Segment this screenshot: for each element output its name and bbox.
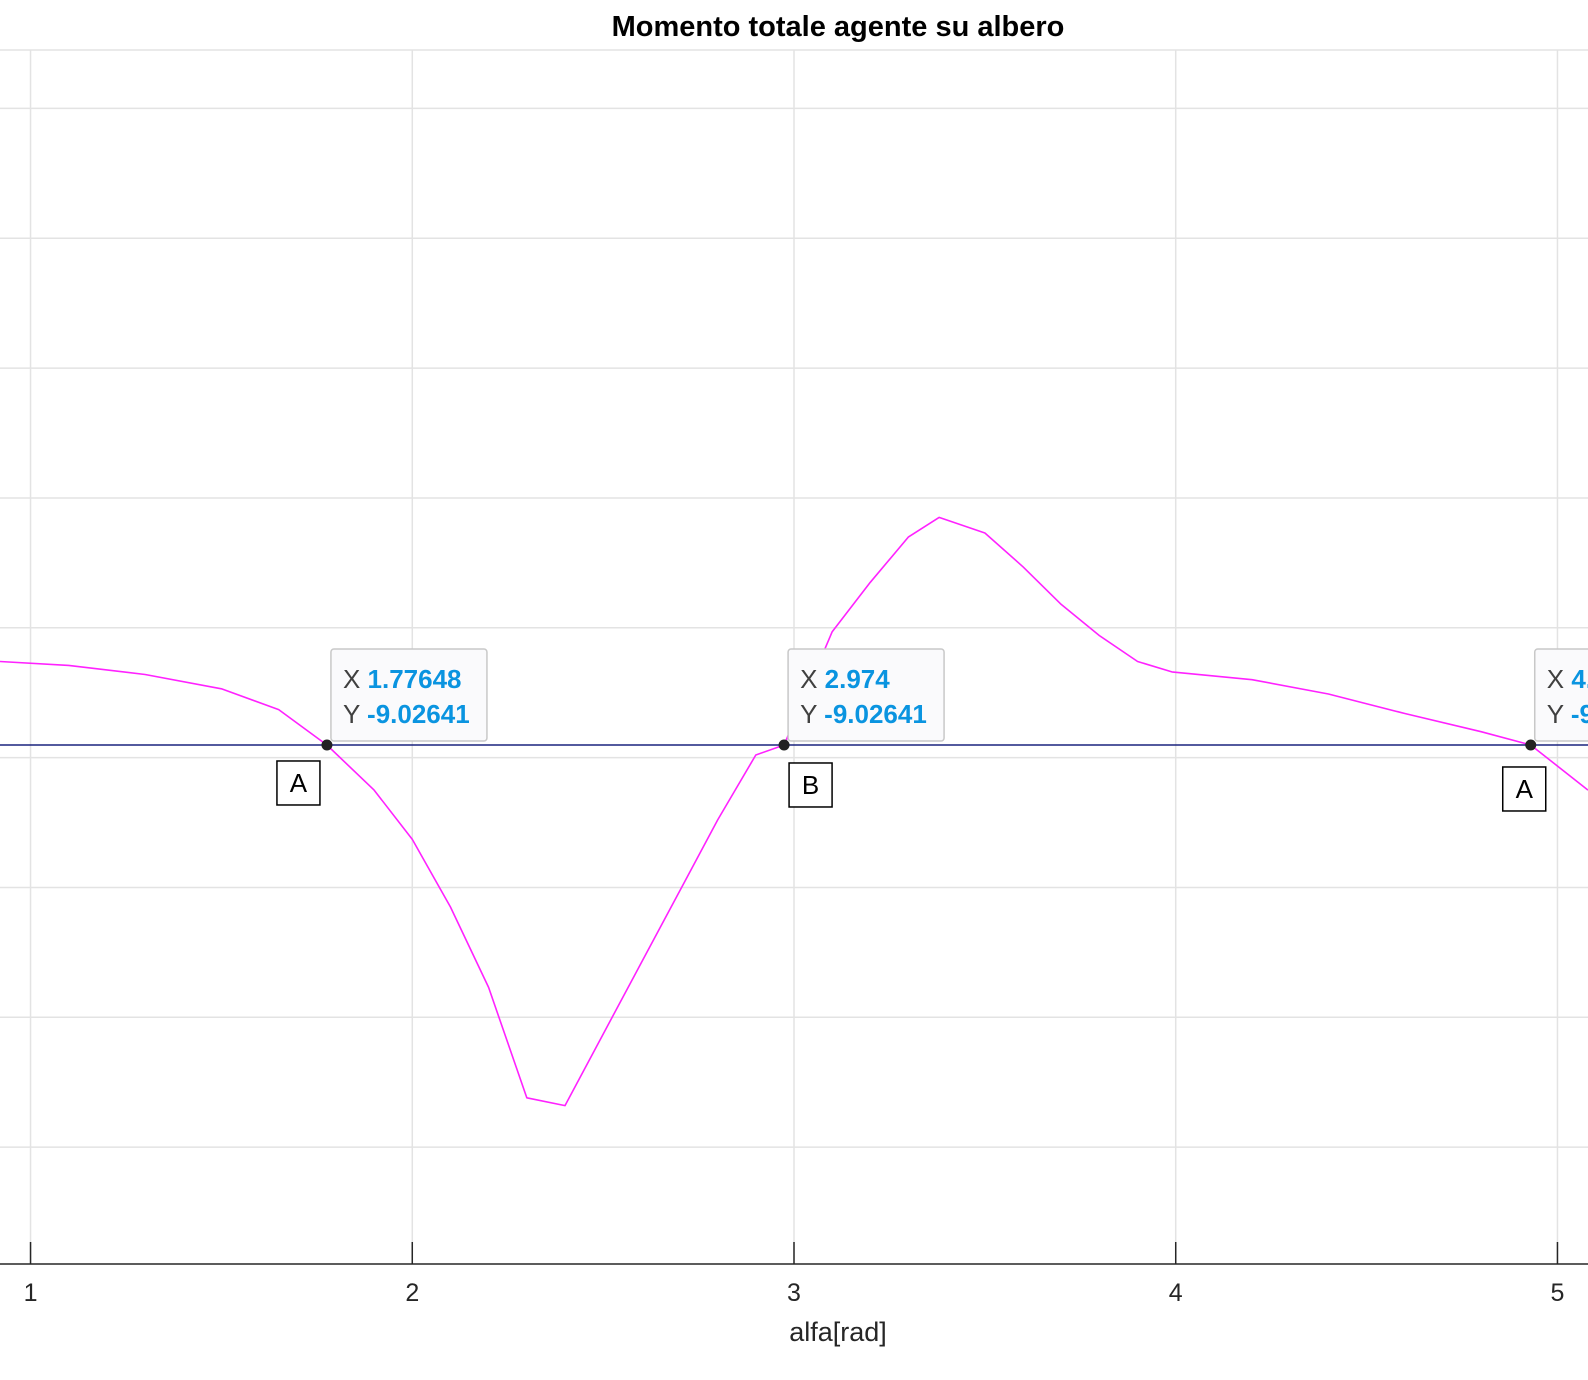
chart-title: Momento totale agente su albero [612, 11, 1065, 43]
x-axis-label: alfa[rad] [789, 1317, 887, 1347]
datatip-box [330, 648, 488, 742]
datatip-box [787, 648, 945, 742]
datatip-x: X 1.77648 [343, 664, 462, 694]
x-tick-label: 5 [1551, 1279, 1565, 1307]
point-label-A: A [1516, 774, 1534, 804]
x-tick-label: 1 [24, 1279, 38, 1307]
datatip-x: X 2.974 [800, 664, 890, 694]
point-label-box [788, 762, 833, 808]
series-layer [0, 516, 1588, 1107]
point-label-A: A [290, 768, 308, 798]
datatip-x: X 4.93 [1547, 664, 1588, 694]
x-tick-label: 4 [1169, 1279, 1183, 1307]
datatip-y: Y -9.02641 [1547, 699, 1588, 729]
point-label-box [276, 760, 321, 806]
x-tick-label: 2 [405, 1279, 419, 1307]
datatip-marker[interactable] [321, 739, 333, 751]
datatip-y: Y -9.02641 [800, 699, 927, 729]
point-label-B: B [802, 770, 819, 800]
datatip-marker[interactable] [1525, 739, 1537, 751]
x-tick-label: 3 [787, 1279, 801, 1307]
point-label-box [1501, 766, 1547, 812]
datatip-y: Y -9.02641 [343, 699, 470, 729]
datatip-marker[interactable] [778, 739, 790, 751]
series-line-momento [0, 516, 1588, 1107]
datatip-box [1533, 648, 1588, 742]
datatips-layer: X 1.77648 Y -9.02641 X 2.974 Y -9.02641 X 4.… [276, 648, 1588, 812]
x-axis: 1 2 3 4 5 [0, 1242, 1588, 1307]
